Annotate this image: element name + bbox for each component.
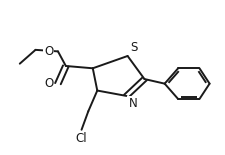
Text: Cl: Cl (75, 132, 87, 145)
Text: N: N (128, 97, 137, 110)
Text: O: O (44, 45, 53, 58)
Text: S: S (130, 41, 137, 54)
Text: O: O (44, 77, 53, 90)
